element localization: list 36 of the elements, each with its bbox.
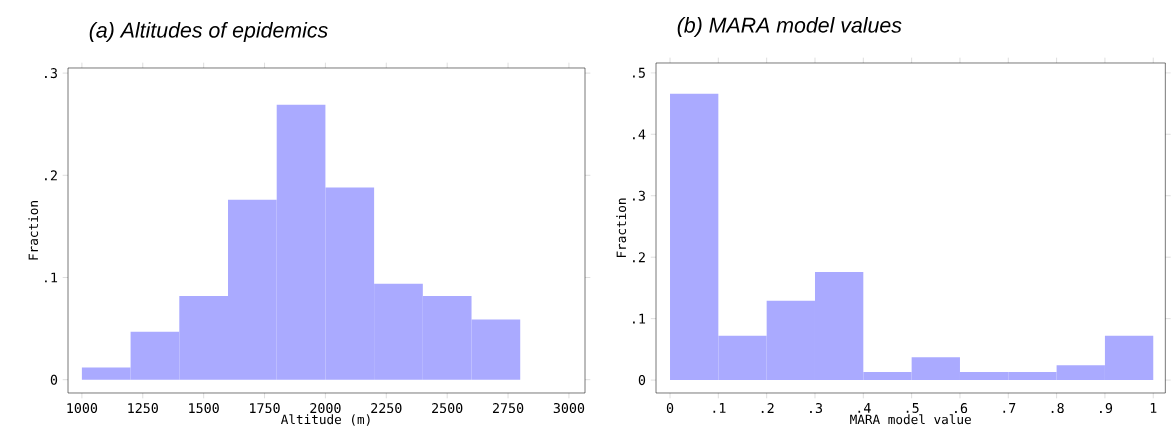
x-tick-label: 3000 <box>553 402 585 414</box>
y-axis-title: Fraction <box>616 198 627 258</box>
x-tick-label: .1 <box>713 403 726 413</box>
x-tick-label: .6 <box>955 402 968 414</box>
x-tick-label: .8 <box>1051 402 1064 414</box>
y-tick-label: .2 <box>45 170 57 181</box>
y-tick-label: .1 <box>45 272 58 283</box>
y-axis-title: Fraction <box>28 201 39 260</box>
y-tick-label: .4 <box>633 129 646 140</box>
y-tick-label: 0 <box>50 374 58 385</box>
y-tick-label: 0 <box>638 375 646 386</box>
x-axis-title: MARA model value <box>850 414 971 425</box>
x-tick-label: 1500 <box>189 402 219 414</box>
x-tick-label: 1250 <box>128 402 158 414</box>
x-tick-label: .9 <box>1100 402 1113 414</box>
x-tick-label: 1750 <box>250 402 280 414</box>
x-tick-label: .2 <box>761 402 774 413</box>
y-tick-label: .5 <box>633 67 645 78</box>
y-tick-label: .3 <box>45 68 57 79</box>
chart-title: (a) Altitudes of epidemics <box>89 22 328 42</box>
x-tick-label: .5 <box>906 403 919 413</box>
x-axis-title: Altitude (m) <box>280 414 370 426</box>
x-tick-label: .4 <box>858 403 871 413</box>
x-tick-label: 2000 <box>310 402 341 414</box>
chart-title: (b) MARA model values <box>677 17 902 37</box>
x-tick-label: .3 <box>810 402 823 414</box>
x-tick-label: 2250 <box>371 402 402 414</box>
x-tick-label: 1000 <box>67 402 98 414</box>
y-tick-label: .2 <box>633 252 645 263</box>
x-tick-label: .7 <box>1003 403 1016 413</box>
y-tick-label: .3 <box>633 190 645 201</box>
x-tick-label: 2750 <box>492 402 524 414</box>
x-tick-label: 0 <box>666 402 674 414</box>
x-tick-label: 2500 <box>432 402 463 414</box>
y-tick-label: .1 <box>633 313 646 324</box>
x-tick-label: 1 <box>1150 403 1157 413</box>
